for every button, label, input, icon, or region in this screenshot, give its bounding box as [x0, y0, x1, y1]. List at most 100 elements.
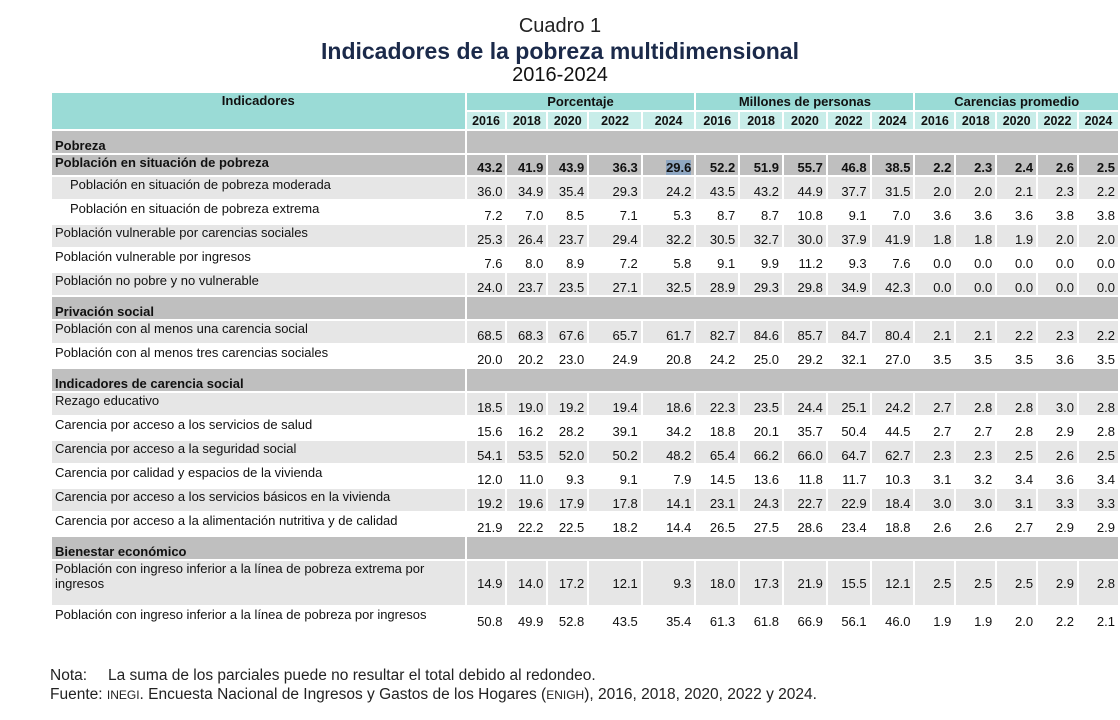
cell-car-2018: 2.3: [956, 441, 996, 463]
row-label: Carencia por acceso a los servicios de s…: [52, 417, 465, 439]
cell-mill-2018: 9.9: [740, 249, 783, 271]
cell-mill-2022: 11.7: [827, 465, 870, 487]
cell-pct-2020: 52.8: [548, 607, 588, 629]
cell-car-2022: 2.9: [1038, 513, 1077, 535]
cell-mill-2020: 24.4: [784, 393, 826, 415]
cell-mill-2024: 31.5: [871, 177, 914, 199]
header-year: 2022: [827, 112, 870, 129]
cell-mill-2018: 27.5: [740, 513, 783, 535]
table-row: Carencia por acceso a los servicios de s…: [52, 417, 1118, 439]
cell-pct-2020: 19.2: [548, 393, 588, 415]
header-year: 2020: [548, 112, 588, 129]
row-label: Población con al menos tres carencias so…: [52, 345, 465, 367]
section-filler: [466, 369, 1118, 391]
cell-pct-2022: 39.1: [589, 417, 641, 439]
section-header-row: Privación social: [52, 297, 1118, 319]
cell-car-2024: 3.4: [1078, 465, 1118, 487]
cell-car-2022: 0.0: [1038, 273, 1077, 295]
section-header-row: Pobreza: [52, 131, 1118, 153]
cell-car-2018: 1.8: [956, 225, 996, 247]
table-row: Población en situación de pobreza extrem…: [52, 201, 1118, 223]
cell-car-2020: 3.4: [997, 465, 1037, 487]
cell-car-2020: 2.1: [997, 177, 1037, 199]
cell-mill-2020: 66.9: [784, 607, 826, 629]
cell-mill-2024: 46.0: [871, 607, 914, 629]
section-title: Privación social: [52, 297, 465, 319]
cell-pct-2020: 22.5: [548, 513, 588, 535]
cell-mill-2020: 10.8: [784, 201, 826, 223]
cell-car-2016: 3.5: [915, 345, 955, 367]
cell-mill-2018: 17.3: [740, 561, 783, 605]
cell-pct-2024: 14.4: [642, 513, 695, 535]
cell-pct-2024: 14.1: [642, 489, 695, 511]
cell-car-2018: 2.5: [956, 561, 996, 605]
section-title: Indicadores de carencia social: [52, 369, 465, 391]
cell-pct-2024: 29.6: [642, 155, 695, 175]
cell-car-2024: 3.8: [1078, 201, 1118, 223]
section-filler: [466, 537, 1118, 559]
cell-pct-2020: 8.5: [548, 201, 588, 223]
cell-mill-2022: 34.9: [827, 273, 870, 295]
cell-pct-2020: 17.9: [548, 489, 588, 511]
cell-pct-2024: 18.6: [642, 393, 695, 415]
header-group-millones: Millones de personas: [696, 93, 914, 110]
cell-pct-2018: 20.2: [507, 345, 547, 367]
cell-pct-2016: 20.0: [466, 345, 506, 367]
cell-mill-2016: 23.1: [696, 489, 739, 511]
cell-mill-2022: 84.7: [827, 321, 870, 343]
header-group-carencias: Carencias promedio: [915, 93, 1118, 110]
cell-pct-2018: 53.5: [507, 441, 547, 463]
cell-car-2024: 2.5: [1078, 441, 1118, 463]
cell-pct-2024: 34.2: [642, 417, 695, 439]
cell-mill-2024: 38.5: [871, 155, 914, 175]
cell-pct-2018: 8.0: [507, 249, 547, 271]
cell-pct-2022: 7.2: [589, 249, 641, 271]
cell-car-2018: 2.7: [956, 417, 996, 439]
cell-pct-2020: 43.9: [548, 155, 588, 175]
cell-pct-2020: 52.0: [548, 441, 588, 463]
row-label: Rezago educativo: [52, 393, 465, 415]
header-year: 2022: [589, 112, 641, 129]
table-period: 2016-2024: [512, 64, 608, 86]
cell-mill-2024: 24.2: [871, 393, 914, 415]
header-year: 2016: [915, 112, 955, 129]
cell-car-2020: 2.5: [997, 441, 1037, 463]
cell-mill-2018: 32.7: [740, 225, 783, 247]
cell-mill-2018: 51.9: [740, 155, 783, 175]
cell-mill-2016: 43.5: [696, 177, 739, 199]
cell-pct-2022: 18.2: [589, 513, 641, 535]
cell-car-2020: 0.0: [997, 249, 1037, 271]
cell-mill-2020: 11.8: [784, 465, 826, 487]
cell-car-2018: 2.1: [956, 321, 996, 343]
cell-car-2016: 2.7: [915, 393, 955, 415]
cell-car-2024: 0.0: [1078, 249, 1118, 271]
cell-car-2016: 3.6: [915, 201, 955, 223]
table-row: Carencia por acceso a los servicios bási…: [52, 489, 1118, 511]
cell-car-2024: 3.3: [1078, 489, 1118, 511]
section-title: Bienestar económico: [52, 537, 465, 559]
cell-car-2018: 2.6: [956, 513, 996, 535]
cell-pct-2020: 23.0: [548, 345, 588, 367]
cell-pct-2020: 23.5: [548, 273, 588, 295]
cell-car-2016: 3.0: [915, 489, 955, 511]
cell-pct-2020: 8.9: [548, 249, 588, 271]
table-row: Población con ingreso inferior a la líne…: [52, 607, 1118, 629]
table-row: Rezago educativo 18.5 19.0 19.2 19.4 18.6 22.3…: [52, 393, 1118, 415]
cell-car-2016: 2.2: [915, 155, 955, 175]
cell-car-2016: 1.9: [915, 607, 955, 629]
header-year: 2024: [642, 112, 695, 129]
cell-car-2016: 1.8: [915, 225, 955, 247]
cell-mill-2022: 32.1: [827, 345, 870, 367]
cell-pct-2022: 7.1: [589, 201, 641, 223]
cell-mill-2016: 14.5: [696, 465, 739, 487]
cell-car-2020: 2.5: [997, 561, 1037, 605]
cell-pct-2018: 34.9: [507, 177, 547, 199]
cell-car-2024: 0.0: [1078, 273, 1118, 295]
selected-cell-value[interactable]: 29.6: [666, 160, 692, 175]
row-label: Carencia por acceso a la seguridad socia…: [52, 441, 465, 463]
cell-mill-2018: 25.0: [740, 345, 783, 367]
section-header-row: Bienestar económico: [52, 537, 1118, 559]
table-title: Indicadores de la pobreza multidimension…: [321, 38, 799, 64]
cell-mill-2018: 20.1: [740, 417, 783, 439]
table-row: Población vulnerable por ingresos 7.6 8.0 8…: [52, 249, 1118, 271]
